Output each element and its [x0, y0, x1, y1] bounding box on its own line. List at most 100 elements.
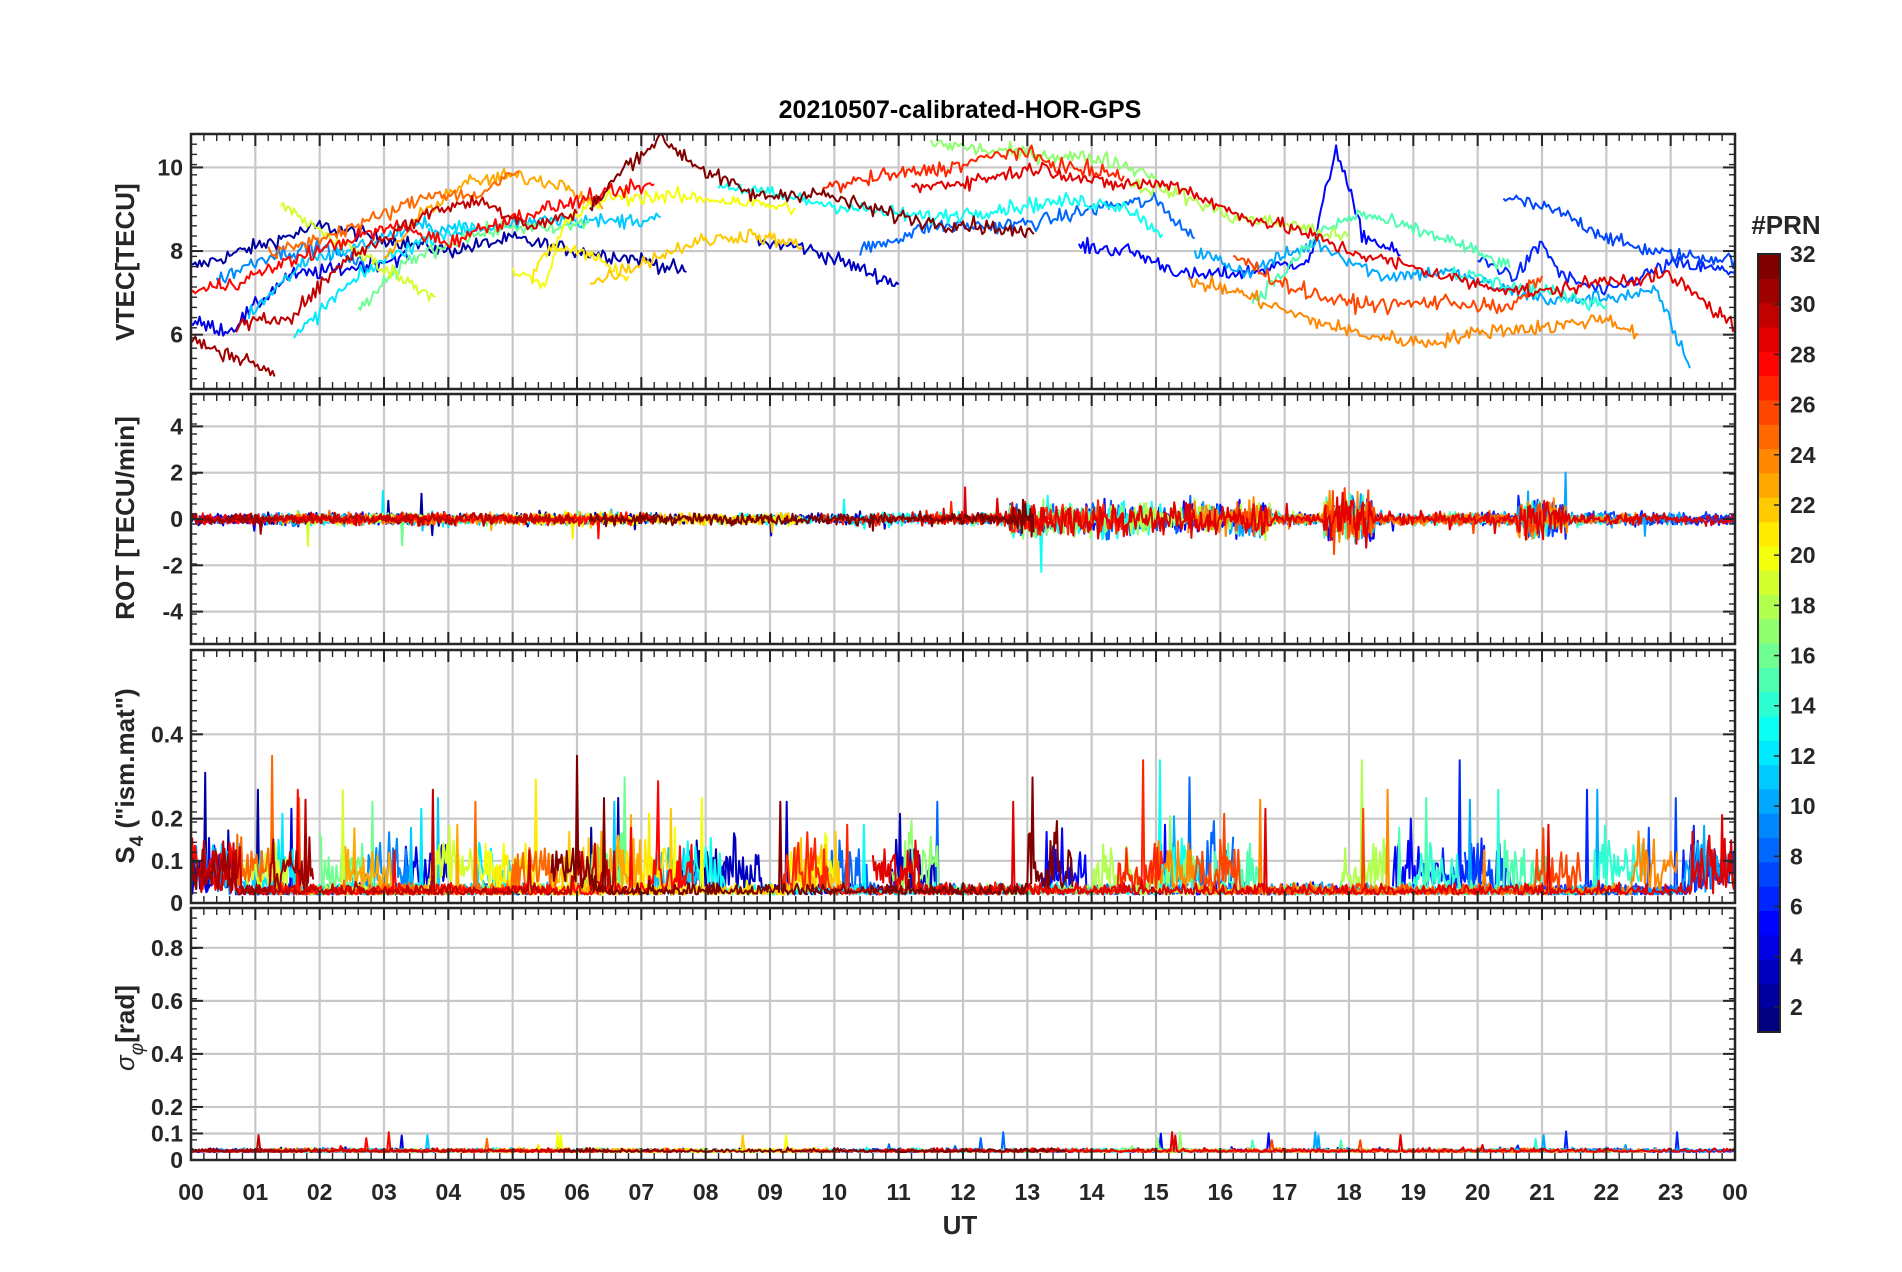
x-tick-label: 17: [1272, 1179, 1298, 1205]
x-tick-label: 00: [1722, 1179, 1748, 1205]
vtec-traces: [191, 134, 1735, 377]
sigma-trace-prn-31: [191, 1147, 308, 1153]
colorbar-swatch: [1758, 472, 1780, 498]
colorbar-swatch: [1758, 545, 1780, 571]
x-axis-label: UT: [943, 1210, 978, 1240]
x-tick-label: 05: [500, 1179, 526, 1205]
x-tick-label: 23: [1658, 1179, 1684, 1205]
colorbar-tick-label: 2: [1790, 994, 1803, 1020]
x-tick-label: 22: [1594, 1179, 1620, 1205]
x-tick-label: 16: [1208, 1179, 1234, 1205]
rot-ytick-label: 4: [170, 413, 183, 439]
x-tick-labels: 00 01 02 03 04 05 06 07 08 09 10 11 12 13 14 15 16 17 18 19…: [178, 1179, 1748, 1205]
colorbar-tick-label: 8: [1790, 843, 1803, 869]
x-tick-label: 07: [629, 1179, 655, 1205]
s4-ylabel-rest: ("ism.mat"): [110, 688, 140, 835]
rot-panel: -4 -2 0 2 4: [163, 392, 1737, 646]
x-tick-label: 13: [1015, 1179, 1041, 1205]
colorbar-swatch: [1758, 570, 1780, 595]
x-tick-label: 06: [564, 1179, 590, 1205]
colorbar-tick-label: 4: [1790, 944, 1803, 970]
colorbar-swatch: [1758, 424, 1780, 450]
colorbar-label: #PRN: [1751, 210, 1820, 240]
colorbar-tick-label: 22: [1790, 492, 1816, 518]
vtec-trace-prn-2: [191, 219, 687, 275]
sigma-trace-prn-29: [878, 1131, 1735, 1153]
x-tick-label: 09: [757, 1179, 783, 1205]
colorbar-tick-label: 14: [1790, 693, 1816, 719]
sigma_phi-ytick-label: 0.4: [151, 1041, 183, 1067]
colorbar-swatch: [1758, 448, 1780, 474]
sigma_phi-traces: [191, 1130, 1735, 1153]
colorbar-swatch: [1758, 934, 1780, 960]
vtec-trace-prn-16: [357, 217, 591, 311]
colorbar-tick-label: 28: [1790, 341, 1816, 367]
colorbar-frame: [1757, 253, 1781, 1033]
s4-trace-prn-3: [717, 800, 939, 896]
colorbar-swatch: [1758, 715, 1780, 741]
colorbar-swatch: [1758, 788, 1780, 814]
vtec-trace-prn-7: [1502, 194, 1735, 269]
rot-trace-prn-31: [191, 512, 276, 535]
vtec-panel: 6 8 10: [157, 132, 1737, 391]
x-tick-label: 19: [1401, 1179, 1427, 1205]
colorbar-swatch: [1758, 351, 1780, 377]
vtec-trace-prn-20: [511, 185, 796, 289]
x-tick-label: 10: [822, 1179, 848, 1205]
vtec-trace-prn-22: [589, 228, 803, 285]
vtec-trace-prn-10: [1193, 237, 1691, 369]
colorbar-tick-label: 6: [1790, 894, 1803, 920]
vtec-trace-prn-8: [859, 191, 1196, 256]
sigma-trace-prn-32: [556, 1146, 1067, 1153]
x-tick-label: 15: [1143, 1179, 1169, 1205]
vtec-ytick-label: 6: [170, 322, 183, 348]
colorbar-tick-label: 20: [1790, 542, 1816, 568]
s4-panel: 0 0.1 0.2 0.4: [151, 648, 1737, 916]
colorbar-tick-label: 32: [1790, 241, 1816, 267]
sigma-ylabel-sub: φ: [127, 1043, 148, 1055]
x-tick-label: 18: [1336, 1179, 1362, 1205]
vtec-trace-prn-11: [247, 212, 662, 319]
x-tick-label: 04: [436, 1179, 462, 1205]
vtec-trace-prn-6: [1477, 240, 1735, 296]
rot-ytick-label: -2: [163, 552, 183, 578]
vtec-trace-prn-30: [235, 195, 578, 333]
colorbar-swatch: [1758, 618, 1780, 644]
s4-ylabel: S4 ("ism.mat"): [110, 688, 148, 863]
rot-ytick-label: 2: [170, 460, 183, 486]
rot-trace-prn-32: [588, 498, 1035, 538]
x-tick-label: 03: [371, 1179, 397, 1205]
s4-ylabel-main: S: [110, 846, 140, 863]
colorbar-tick-label: 16: [1790, 643, 1816, 669]
x-tick-label: 01: [243, 1179, 269, 1205]
x-tick-label: 20: [1465, 1179, 1491, 1205]
vtec-trace-prn-31: [191, 335, 276, 377]
vtec-trace-prn-21: [531, 242, 630, 285]
colorbar-swatch: [1758, 1007, 1780, 1033]
chart-title: 20210507-calibrated-HOR-GPS: [779, 96, 1142, 124]
colorbar-swatch: [1758, 643, 1780, 668]
colorbar-swatch: [1758, 302, 1780, 328]
vtec-trace-prn-27: [820, 144, 1125, 196]
rot-ytick-label: 0: [170, 506, 183, 532]
colorbar-swatch: [1758, 278, 1780, 304]
colorbar-swatch: [1758, 691, 1780, 717]
s4-ytick-label: 0.4: [151, 721, 183, 747]
colorbar-swatch: [1758, 521, 1780, 547]
rot-trace-prn-13: [717, 494, 1164, 573]
vtec-trace-prn-32: [589, 134, 1035, 239]
s4-trace-prn-32: [550, 754, 1074, 896]
rot-trace-prn-29: [910, 486, 1735, 549]
colorbar-tick-label: 12: [1790, 743, 1816, 769]
x-tick-label: 12: [950, 1179, 976, 1205]
vtec-trace-prn-5: [1077, 144, 1401, 281]
rot-ylabel: ROT [TECU/min]: [110, 416, 140, 620]
s4-trace-prn-31: [191, 833, 315, 896]
x-tick-label: 00: [178, 1179, 204, 1205]
sigma_phi-ytick-label: 0: [170, 1147, 183, 1173]
vtec-ytick-label: 8: [170, 238, 183, 264]
x-tick-label: 21: [1529, 1179, 1555, 1205]
x-tick-label: 02: [307, 1179, 333, 1205]
colorbar-swatch: [1758, 740, 1780, 766]
